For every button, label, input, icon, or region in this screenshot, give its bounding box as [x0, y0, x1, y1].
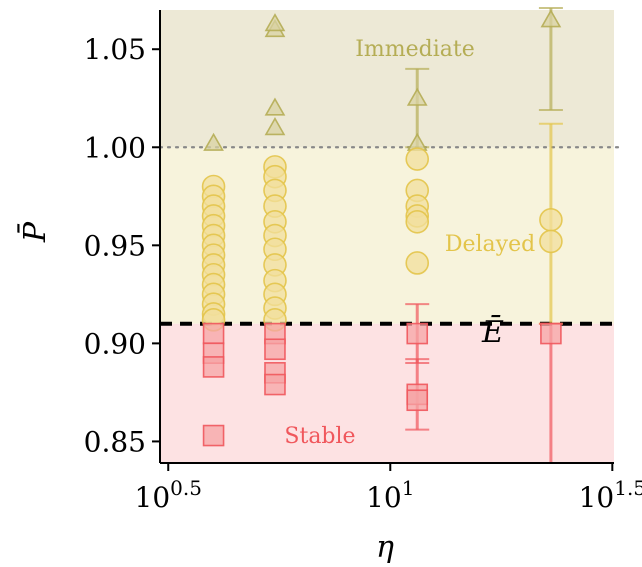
data-point-square — [264, 338, 286, 361]
y-tick-label: 1.05 — [84, 33, 146, 66]
data-point-triangle — [406, 87, 428, 106]
reference-line-label: Ē — [481, 315, 504, 350]
data-point-triangle — [540, 9, 562, 28]
region-labels: Immediate Delayed Stable — [284, 37, 535, 449]
x-tick-label: 100.5 — [135, 476, 202, 514]
data-point-circle — [405, 251, 430, 275]
y-tick-label: 0.85 — [84, 425, 146, 458]
data-point-circle — [539, 208, 563, 232]
data-point-triangle — [264, 97, 286, 116]
y-tick-label: 0.95 — [84, 229, 146, 262]
axes — [159, 10, 614, 464]
data-point-triangle — [264, 117, 286, 136]
y-tick-label: 0.90 — [84, 327, 146, 360]
data-point-circle — [405, 209, 430, 234]
background-regions — [160, 10, 614, 463]
reference-lines: Ē — [158, 146, 622, 350]
data-point-square — [202, 322, 225, 345]
data-point-square — [202, 424, 225, 447]
tick-labels: 0.85 0.90 0.95 1.00 1.05 100.5 101 101.5 — [84, 33, 642, 514]
data-point-square — [406, 389, 429, 412]
region-delayed — [160, 147, 614, 324]
data-point-square — [540, 322, 562, 345]
x-axis-label: η — [376, 530, 394, 565]
region-stable — [160, 323, 614, 463]
region-label-delayed: Delayed — [445, 232, 535, 257]
region-label-stable: Stable — [284, 424, 355, 449]
data-point-circle — [405, 147, 430, 171]
region-label-immediate: Immediate — [355, 37, 475, 62]
data-point-square — [406, 322, 429, 345]
data-point-square — [202, 356, 225, 378]
data-point-circle — [539, 229, 563, 254]
x-tick-label: 101 — [366, 476, 414, 514]
y-axis-label: P̄ — [17, 221, 53, 243]
data-point-triangle — [264, 13, 286, 32]
y-tick-label: 1.00 — [84, 131, 146, 164]
data-points — [201, 9, 563, 447]
region-immediate — [160, 10, 614, 148]
data-point-square — [264, 373, 286, 396]
data-point-triangle — [203, 132, 224, 151]
x-tick-label: 101.5 — [579, 476, 642, 514]
